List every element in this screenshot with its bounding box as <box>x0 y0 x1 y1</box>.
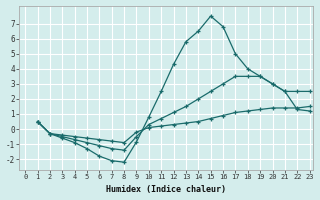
X-axis label: Humidex (Indice chaleur): Humidex (Indice chaleur) <box>106 185 226 194</box>
